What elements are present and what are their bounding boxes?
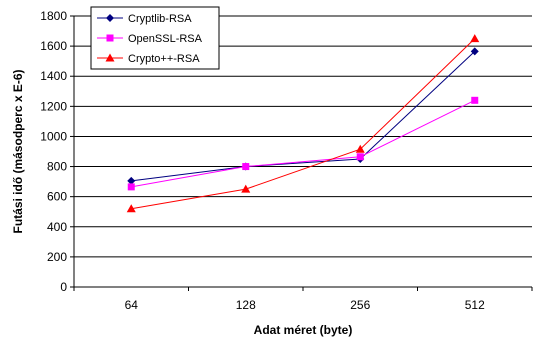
- y-tick-label: 1000: [40, 129, 67, 143]
- data-point: [471, 96, 479, 104]
- x-tick-label: 128: [236, 298, 256, 312]
- series-line: [131, 99, 475, 188]
- data-point: [242, 163, 250, 171]
- series-openssl-rsa: [127, 96, 479, 191]
- data-point: [241, 184, 251, 193]
- data-point: [127, 183, 135, 191]
- legend-marker: [106, 34, 114, 42]
- y-tick-label: 0: [60, 280, 67, 294]
- y-tick-label: 600: [47, 190, 67, 204]
- x-axis-ticks: 64 128 256 512: [73, 287, 533, 312]
- x-tick-label: 256: [350, 298, 370, 312]
- x-axis-title: Adat méret (byte): [254, 323, 353, 337]
- y-tick-label: 1400: [40, 69, 67, 83]
- series-crypto-rsa: [126, 34, 480, 213]
- legend-item: Crypto++-RSA: [97, 53, 200, 65]
- data-point: [127, 176, 136, 185]
- y-tick-label: 1800: [40, 9, 67, 23]
- legend: Cryptlib-RSA OpenSSL-RSA Crypto++-RSA: [90, 6, 220, 70]
- data-point: [355, 144, 365, 153]
- data-point: [126, 204, 136, 213]
- data-point: [470, 47, 479, 56]
- y-axis-ticks: 0 200 400 600 800 1000 1200 1400 1600 1800: [40, 9, 74, 294]
- x-tick-label: 512: [465, 298, 485, 312]
- series-layer: [126, 34, 480, 213]
- legend-marker: [106, 14, 114, 22]
- y-tick-label: 1600: [40, 39, 67, 53]
- gridlines: [74, 15, 532, 258]
- y-tick-label: 400: [47, 220, 67, 234]
- y-tick-label: 200: [47, 250, 67, 264]
- legend-item: Cryptlib-RSA: [97, 13, 192, 25]
- series-line: [131, 38, 476, 210]
- legend-item: OpenSSL-RSA: [97, 33, 203, 45]
- y-tick-label: 1200: [40, 99, 67, 113]
- data-point: [356, 153, 364, 161]
- y-axis-title: Futási idő (másodperc x E-6): [11, 69, 25, 233]
- legend-label: Crypto++-RSA: [128, 53, 200, 65]
- y-tick-label: 800: [47, 160, 67, 174]
- data-point: [470, 34, 480, 43]
- legend-label: OpenSSL-RSA: [128, 33, 203, 45]
- legend-label: Cryptlib-RSA: [128, 13, 192, 25]
- series-line: [131, 51, 476, 182]
- x-tick-label: 64: [125, 298, 139, 312]
- legend-marker: [105, 53, 115, 62]
